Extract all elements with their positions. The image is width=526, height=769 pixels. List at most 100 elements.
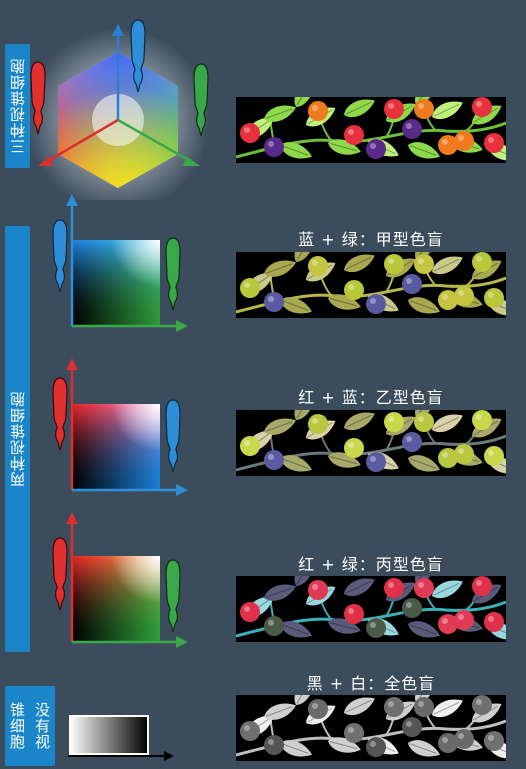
leaf (277, 451, 315, 476)
label-two-cones-text: 两种视锥细胞 (9, 391, 27, 487)
leaf (405, 617, 443, 642)
berry-illustration (236, 576, 506, 642)
berry (308, 256, 328, 276)
berry-highlight (418, 258, 424, 264)
leaf (289, 410, 320, 424)
leaf (405, 736, 443, 761)
berry (264, 292, 284, 312)
berry-highlight (476, 580, 482, 586)
berry (366, 294, 386, 314)
berry (264, 450, 284, 470)
berry-highlight (244, 440, 250, 446)
leaf (405, 293, 443, 318)
berry-highlight (370, 456, 376, 462)
leaf (428, 410, 466, 437)
green-cone-icon (165, 559, 181, 633)
berry (384, 578, 404, 598)
berry-highlight (442, 737, 448, 743)
berry-highlight (406, 436, 412, 442)
caption-achromatopsia: 黑 + 白：全色盲 (306, 674, 436, 693)
berry (384, 254, 404, 274)
berry-highlight (268, 739, 274, 745)
berry-illustration (236, 252, 506, 318)
berry (454, 286, 474, 306)
berry (402, 717, 422, 737)
berry (366, 737, 386, 757)
berry (344, 723, 364, 743)
berry (484, 731, 504, 751)
berry-highlight (418, 416, 424, 422)
berry-highlight (244, 127, 250, 133)
label-no-cones-line1: 没有视 (33, 702, 51, 750)
berry-highlight (442, 294, 448, 300)
berry (240, 278, 260, 298)
berry-highlight (348, 284, 354, 290)
leaf (410, 252, 442, 265)
berry (484, 133, 504, 153)
leaf (326, 615, 363, 638)
berry (384, 412, 404, 432)
grayscale-bar (68, 715, 174, 761)
leaf (289, 695, 320, 709)
green-cone-icon (165, 237, 181, 311)
berry-highlight (488, 292, 494, 298)
berry-panel-deuteranopia (236, 252, 506, 318)
label-two-cones: 两种视锥细胞 (5, 226, 30, 652)
berry (484, 446, 504, 466)
berry-panel-tritanopia (236, 410, 506, 476)
berry-highlight (458, 733, 464, 739)
trichromat-color-hexagon (28, 19, 210, 200)
leaf (340, 252, 378, 277)
berry (264, 616, 284, 636)
berry (438, 290, 458, 310)
berry (472, 97, 492, 117)
berry-highlight (388, 103, 394, 109)
leaf (289, 97, 320, 111)
berry-highlight (488, 735, 494, 741)
berry (484, 612, 504, 632)
berry (414, 578, 434, 598)
berry (344, 438, 364, 458)
caption-tritanopia: 红 + 蓝：乙型色盲 (298, 388, 444, 407)
berry-highlight (370, 143, 376, 149)
berry (240, 436, 260, 456)
leaf (261, 579, 299, 605)
berry (402, 598, 422, 618)
berry (344, 604, 364, 624)
berry (454, 131, 474, 151)
leaf (410, 410, 442, 423)
berry-highlight (244, 282, 250, 288)
berry-highlight (370, 298, 376, 304)
berry-panel-achromatopsia (236, 695, 506, 761)
berry-highlight (458, 448, 464, 454)
leaf (289, 252, 320, 266)
berry-highlight (388, 416, 394, 422)
berry-highlight (476, 699, 482, 705)
leaf (261, 698, 299, 724)
berry (384, 99, 404, 119)
berry-highlight (418, 582, 424, 588)
berry (454, 610, 474, 630)
leaf (340, 576, 378, 601)
label-three-cones-text: 三种视锥细胞 (9, 58, 27, 154)
berry-panel-protanopia (236, 576, 506, 642)
leaf (261, 100, 299, 126)
berry (308, 414, 328, 434)
berry (414, 99, 434, 119)
berry (402, 119, 422, 139)
berry (484, 288, 504, 308)
leaf (277, 736, 315, 761)
leaf (428, 576, 466, 603)
berry-highlight (488, 137, 494, 143)
berry-highlight (388, 701, 394, 707)
leaf (261, 255, 299, 281)
berry (472, 410, 492, 430)
berry-highlight (418, 701, 424, 707)
berry-highlight (388, 258, 394, 264)
leaf (326, 291, 363, 314)
leaf (428, 97, 466, 124)
berry-highlight (442, 618, 448, 624)
leaf (277, 617, 315, 642)
berry-highlight (312, 418, 318, 424)
berry (402, 274, 422, 294)
